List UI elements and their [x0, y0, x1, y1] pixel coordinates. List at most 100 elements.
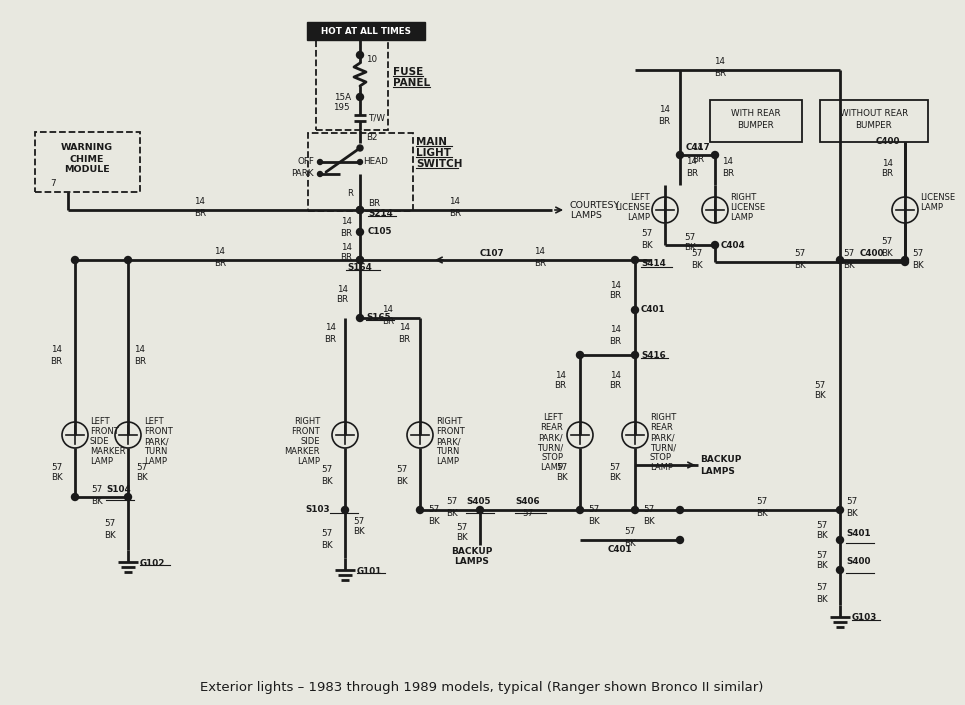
Text: LICENSE: LICENSE [730, 204, 765, 212]
Text: BR: BR [214, 259, 226, 267]
Text: LAMP: LAMP [627, 214, 650, 223]
Text: BK: BK [814, 391, 826, 400]
Text: BR: BR [449, 209, 461, 218]
Text: BK: BK [816, 561, 828, 570]
Text: 14: 14 [341, 218, 352, 226]
Text: BK: BK [588, 517, 600, 525]
Text: 57: 57 [447, 498, 457, 506]
Circle shape [901, 257, 908, 264]
Text: 57: 57 [816, 520, 828, 529]
Circle shape [676, 537, 683, 544]
Text: S400: S400 [846, 558, 870, 567]
Text: 14: 14 [882, 159, 893, 168]
Text: BR: BR [340, 254, 352, 262]
Text: S103: S103 [305, 505, 330, 515]
Text: 57: 57 [52, 462, 63, 472]
Text: BR: BR [194, 209, 207, 218]
Text: 57: 57 [846, 498, 857, 506]
Text: SWITCH: SWITCH [416, 159, 462, 169]
Text: 195: 195 [333, 104, 350, 113]
Text: T/W: T/W [368, 114, 385, 123]
Text: 14: 14 [555, 371, 566, 379]
Text: WITH REAR: WITH REAR [731, 109, 781, 118]
Circle shape [631, 506, 639, 513]
Text: S401: S401 [846, 529, 870, 537]
Text: MAIN: MAIN [416, 137, 447, 147]
Text: 57: 57 [397, 465, 408, 474]
Text: BK: BK [51, 474, 63, 482]
Text: BK: BK [912, 261, 924, 269]
Text: BR: BR [50, 357, 62, 365]
Circle shape [356, 228, 364, 235]
Circle shape [901, 259, 908, 266]
Text: BK: BK [428, 517, 440, 525]
Text: 14: 14 [337, 285, 348, 293]
Text: LEFT: LEFT [630, 193, 650, 202]
Circle shape [356, 94, 364, 101]
Text: 57: 57 [843, 250, 855, 259]
Text: 57: 57 [816, 551, 828, 560]
Text: S414: S414 [641, 259, 666, 269]
Circle shape [342, 506, 348, 513]
Text: COURTESY: COURTESY [570, 200, 620, 209]
Text: 57: 57 [882, 238, 893, 247]
Text: 14: 14 [214, 247, 226, 257]
Text: 57: 57 [794, 250, 806, 259]
Circle shape [631, 307, 639, 314]
Text: C401: C401 [608, 546, 632, 555]
Text: 57: 57 [624, 527, 636, 537]
Text: S164: S164 [347, 264, 372, 273]
Text: STOP: STOP [541, 453, 563, 462]
Circle shape [317, 159, 322, 164]
Text: 14: 14 [325, 324, 336, 333]
Text: BR: BR [554, 381, 566, 391]
Text: MODULE: MODULE [64, 166, 110, 175]
Text: LAMPS: LAMPS [570, 212, 602, 221]
Text: B2: B2 [366, 133, 377, 142]
Circle shape [576, 352, 584, 359]
Text: BK: BK [136, 474, 148, 482]
Bar [710, 100, 802, 142]
Text: WITHOUT REAR: WITHOUT REAR [840, 109, 908, 118]
Text: 57: 57 [814, 381, 826, 389]
Text: BK: BK [104, 530, 116, 539]
Text: BK: BK [456, 534, 468, 543]
Text: BACKUP: BACKUP [700, 455, 741, 465]
Circle shape [837, 257, 843, 264]
Text: 15A: 15A [334, 92, 351, 102]
Text: REAR: REAR [650, 424, 673, 432]
Text: BK: BK [794, 261, 806, 269]
Text: FUSE: FUSE [393, 67, 424, 77]
Text: BR: BR [368, 200, 380, 209]
Text: 14: 14 [659, 106, 670, 114]
Text: 57: 57 [522, 508, 534, 517]
Text: 57: 57 [816, 584, 828, 592]
Circle shape [317, 171, 322, 176]
Text: 14: 14 [610, 281, 621, 290]
Text: C400: C400 [876, 137, 900, 147]
Text: BK: BK [321, 477, 333, 486]
Text: BK: BK [397, 477, 408, 486]
Circle shape [837, 567, 843, 573]
Text: BR: BR [714, 68, 726, 78]
Text: C417: C417 [686, 144, 711, 152]
Text: 57: 57 [642, 230, 653, 238]
Circle shape [357, 159, 363, 164]
Text: 57: 57 [136, 462, 148, 472]
Circle shape [356, 257, 364, 264]
Text: 57: 57 [757, 498, 767, 506]
Text: R: R [347, 190, 353, 199]
Text: BK: BK [321, 541, 333, 549]
Text: TURN/: TURN/ [650, 443, 676, 453]
Text: 10: 10 [366, 56, 377, 64]
Text: 14: 14 [134, 345, 145, 355]
Circle shape [676, 152, 683, 159]
Text: 57: 57 [321, 529, 333, 539]
Text: LEFT: LEFT [543, 414, 563, 422]
Text: BK: BK [816, 594, 828, 603]
Text: 14: 14 [722, 157, 733, 166]
Text: WARNING: WARNING [61, 144, 113, 152]
Text: BK: BK [881, 248, 893, 257]
Text: TURN: TURN [436, 448, 459, 457]
Text: LAMP: LAMP [297, 458, 320, 467]
